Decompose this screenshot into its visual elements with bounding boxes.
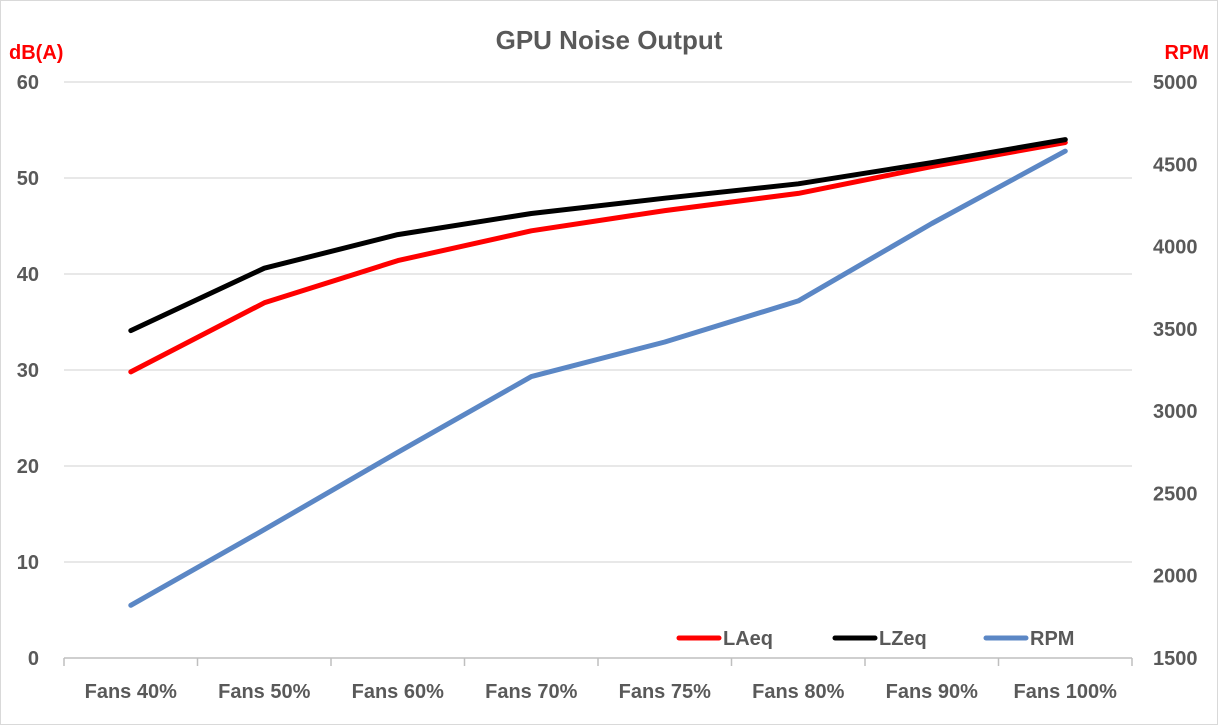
legend-label-lzeq: LZeq bbox=[879, 628, 927, 650]
series-line-rpm bbox=[128, 148, 1068, 608]
gridlines bbox=[64, 81, 1132, 563]
right-tick-label: 3500 bbox=[1153, 319, 1198, 341]
x-tick-label: Fans 90% bbox=[886, 681, 978, 703]
right-tick-label: 2500 bbox=[1153, 483, 1198, 505]
right-tick-label: 4500 bbox=[1153, 154, 1198, 176]
x-tick-label: Fans 40% bbox=[85, 681, 177, 703]
left-tick-label: 30 bbox=[17, 360, 39, 382]
legend: LAeq LZeq RPM bbox=[676, 628, 1074, 650]
legend-label-rpm: RPM bbox=[1030, 628, 1074, 650]
left-tick-label: 10 bbox=[17, 552, 39, 574]
left-tick-label: 20 bbox=[17, 456, 39, 478]
right-axis-ticks: 1500 2000 2500 3000 3500 4000 4500 5000 bbox=[1153, 72, 1198, 670]
left-tick-label: 40 bbox=[17, 264, 39, 286]
left-tick-label: 60 bbox=[17, 72, 39, 94]
legend-label-laeq: LAeq bbox=[723, 628, 773, 650]
left-axis-ticks: 0 10 20 30 40 50 60 bbox=[17, 72, 39, 670]
series-lines bbox=[128, 137, 1068, 608]
x-axis: Fans 40% Fans 50% Fans 60% Fans 70% Fans 75%… bbox=[63, 657, 1133, 703]
right-tick-label: 3000 bbox=[1153, 401, 1198, 423]
right-tick-label: 4000 bbox=[1153, 237, 1198, 259]
x-tick-label: Fans 75% bbox=[619, 681, 711, 703]
series-line-lzeq bbox=[128, 137, 1068, 334]
left-axis-unit: dB(A) bbox=[9, 42, 63, 64]
right-tick-label: 2000 bbox=[1153, 566, 1198, 588]
x-tick-label: Fans 80% bbox=[752, 681, 844, 703]
x-tick-label: Fans 100% bbox=[1014, 681, 1118, 703]
right-tick-label: 5000 bbox=[1153, 72, 1198, 94]
x-tick-label: Fans 50% bbox=[218, 681, 310, 703]
series-line-laeq bbox=[128, 140, 1068, 375]
left-tick-label: 0 bbox=[28, 648, 39, 670]
x-tick-label: Fans 70% bbox=[485, 681, 577, 703]
left-tick-label: 50 bbox=[17, 168, 39, 190]
x-tick-label: Fans 60% bbox=[352, 681, 444, 703]
chart-title: GPU Noise Output bbox=[496, 25, 723, 55]
right-tick-label: 1500 bbox=[1153, 648, 1198, 670]
right-axis-unit: RPM bbox=[1165, 42, 1209, 64]
